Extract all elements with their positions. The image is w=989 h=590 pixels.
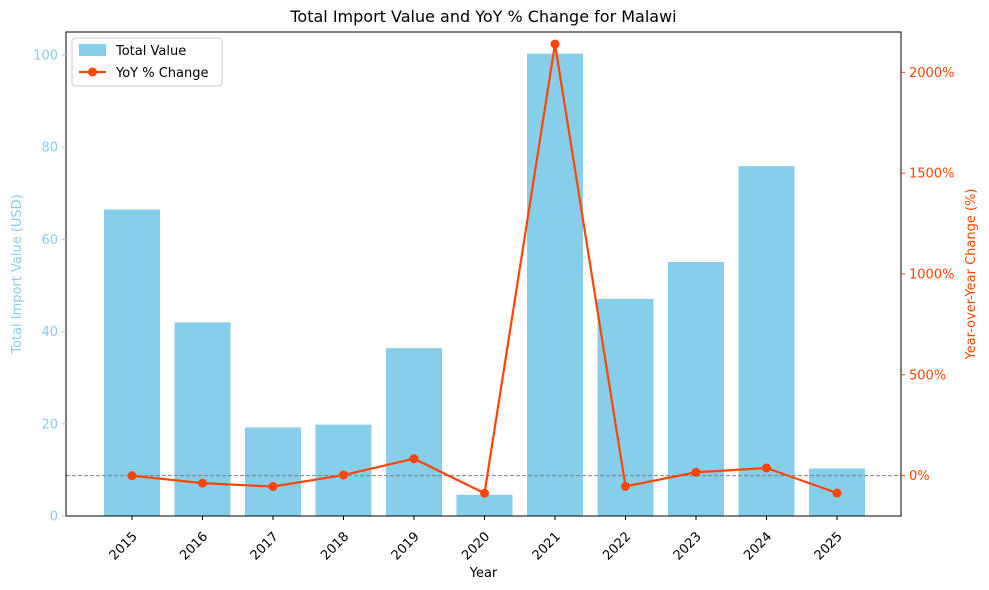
yoy-line bbox=[131, 42, 838, 495]
left-tick-label: 80 bbox=[41, 141, 58, 156]
x-tick-label: 2022 bbox=[600, 529, 634, 563]
bar-2015 bbox=[104, 209, 160, 516]
bar-2023 bbox=[668, 262, 724, 516]
bars-layer bbox=[104, 53, 865, 516]
chart-title: Total Import Value and YoY % Change for … bbox=[289, 7, 676, 26]
right-tick-label: 500% bbox=[909, 368, 946, 383]
yoy-point-2023 bbox=[691, 467, 701, 477]
y-axis-label-left: Total Import Value (USD) bbox=[10, 194, 25, 355]
legend-label-total-value: Total Value bbox=[115, 44, 186, 59]
legend-label-yoy: YoY % Change bbox=[115, 66, 209, 81]
bar-2017 bbox=[245, 427, 301, 516]
x-tick-label: 2015 bbox=[107, 529, 141, 563]
bar-2021 bbox=[527, 53, 583, 516]
yoy-point-2018 bbox=[339, 470, 348, 480]
yoy-point-2024 bbox=[762, 463, 771, 473]
yoy-point-2025 bbox=[832, 488, 842, 498]
x-tick-label: 2021 bbox=[530, 529, 564, 563]
x-tick-label: 2017 bbox=[248, 529, 282, 563]
yoy-point-2022 bbox=[621, 481, 630, 491]
left-tick-label: 40 bbox=[41, 325, 58, 340]
right-tick-label: 2000% bbox=[909, 66, 954, 81]
left-tick-label: 100 bbox=[33, 49, 58, 64]
left-tick-label: 0 bbox=[50, 510, 58, 525]
legend: Total Value YoY % Change bbox=[71, 37, 223, 87]
bar-2020 bbox=[456, 494, 513, 516]
x-tick-label: 2016 bbox=[177, 529, 211, 563]
x-tick-label: 2018 bbox=[318, 529, 352, 563]
left-tick-label: 60 bbox=[41, 233, 58, 248]
x-tick-label: 2023 bbox=[671, 529, 705, 563]
x-tick-label: 2020 bbox=[459, 529, 493, 563]
yoy-line-layer bbox=[127, 39, 842, 498]
x-tick-label: 2025 bbox=[812, 529, 846, 563]
bar-2024 bbox=[738, 166, 795, 516]
left-tick-label: 20 bbox=[41, 417, 58, 432]
yoy-point-2015 bbox=[127, 471, 137, 481]
x-tick-label: 2019 bbox=[389, 529, 423, 563]
x-tick-label: 2024 bbox=[741, 529, 775, 563]
right-tick-label: 1000% bbox=[909, 268, 954, 283]
legend-swatch-yoy-marker bbox=[88, 67, 97, 77]
x-axis-label: Year bbox=[469, 566, 498, 581]
yoy-point-2017 bbox=[268, 482, 278, 492]
right-tick-label: 1500% bbox=[909, 167, 954, 182]
legend-box bbox=[71, 37, 223, 87]
y-axis-label-right: Year-over-Year Change (%) bbox=[964, 189, 979, 361]
bar-2019 bbox=[386, 348, 442, 516]
yoy-point-2020 bbox=[480, 488, 489, 498]
yoy-point-2019 bbox=[409, 454, 419, 464]
yoy-point-2016 bbox=[198, 478, 207, 488]
legend-swatch-total-value bbox=[79, 44, 106, 56]
yoy-point-2021 bbox=[550, 39, 560, 49]
right-tick-label: 0% bbox=[909, 469, 930, 484]
